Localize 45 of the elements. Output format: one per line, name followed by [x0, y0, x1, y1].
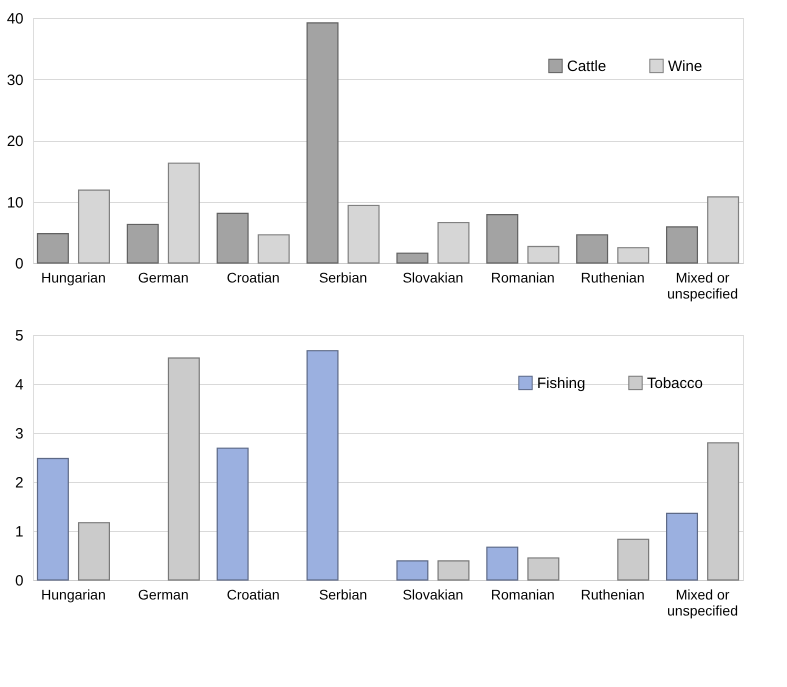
bar — [666, 512, 698, 581]
legend-label: Fishing — [537, 374, 586, 392]
bar — [396, 560, 428, 581]
legend-label: Tobacco — [647, 374, 703, 392]
legend-label: Cattle — [567, 58, 606, 75]
x-tick-label: Slovakian — [402, 270, 464, 286]
x-tick-label: Romanian — [490, 586, 555, 602]
bar — [306, 22, 339, 264]
bar — [396, 252, 428, 264]
bar — [126, 224, 159, 264]
y-tick-label: 2 — [15, 474, 24, 492]
x-tick-label: Ruthenian — [580, 270, 645, 286]
y-tick-label: 20 — [6, 133, 24, 150]
bar — [576, 234, 608, 264]
x-tick-label: Croatian — [226, 270, 280, 286]
y-tick-label: 0 — [15, 572, 24, 590]
x-tick-label: Serbian — [318, 270, 368, 286]
x-tick-label: Romanian — [490, 270, 555, 286]
x-tick-label: Slovakian — [402, 586, 464, 602]
x-tick-label: Mixed or unspecified — [667, 270, 738, 302]
y-tick-label: 1 — [15, 524, 24, 540]
bar — [36, 233, 69, 264]
bar — [306, 350, 339, 581]
legend-label: Wine — [668, 58, 702, 75]
bar — [216, 448, 249, 581]
y-tick-label: 30 — [6, 72, 24, 89]
x-tick-label: Mixed or unspecified — [667, 586, 738, 618]
y-tick-label: 10 — [6, 194, 24, 212]
x-tick-label: Croatian — [226, 586, 280, 602]
x-tick-label: Serbian — [318, 586, 368, 602]
y-tick-label: 4 — [15, 376, 24, 394]
bar — [36, 458, 69, 581]
bar — [666, 226, 698, 264]
y-tick-label: 3 — [15, 426, 24, 442]
bar — [486, 546, 518, 581]
x-tick-label: German — [138, 270, 189, 286]
y-tick-label: 40 — [6, 10, 24, 28]
y-tick-label: 0 — [15, 256, 24, 272]
x-tick-label: German — [138, 586, 189, 602]
x-tick-label: Hungarian — [41, 586, 106, 602]
x-tick-label: Hungarian — [41, 270, 106, 286]
bar — [216, 212, 249, 264]
bar — [486, 214, 518, 264]
y-tick-label: 5 — [15, 328, 24, 344]
x-tick-label: Ruthenian — [580, 586, 645, 602]
